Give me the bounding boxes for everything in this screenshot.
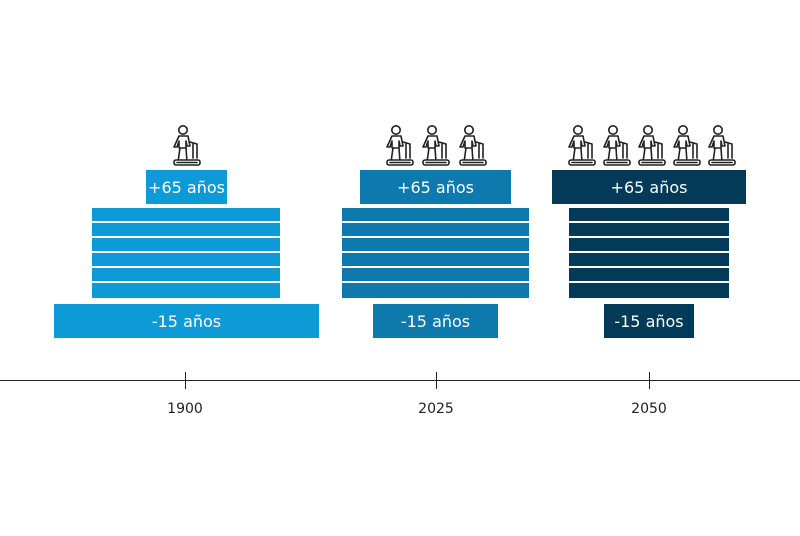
adult-bar <box>569 268 729 281</box>
elderly-person-icon <box>379 124 417 174</box>
elderly-person-icon <box>666 124 704 174</box>
young-band: -15 años <box>373 304 498 338</box>
adult-bar <box>92 223 280 236</box>
elderly-person-icon <box>415 124 453 174</box>
adult-bar <box>342 208 529 221</box>
timeline-tick <box>436 372 437 389</box>
adult-bar <box>569 253 729 266</box>
elderly-person-icon <box>631 124 669 174</box>
elderly-band: +65 años <box>146 170 227 204</box>
adult-bar <box>342 253 529 266</box>
elderly-person-icon <box>166 124 204 174</box>
adult-bar <box>569 238 729 251</box>
adult-bar <box>92 283 280 298</box>
adult-bar <box>92 253 280 266</box>
elderly-person-icon <box>596 124 634 174</box>
young-band: -15 años <box>54 304 319 338</box>
year-label: 2025 <box>418 401 454 417</box>
timeline-tick <box>185 372 186 389</box>
year-label: 2050 <box>631 401 667 417</box>
timeline-tick <box>649 372 650 389</box>
elderly-person-icon <box>561 124 599 174</box>
adult-bar <box>569 223 729 236</box>
adult-bar <box>92 208 280 221</box>
adult-bar <box>92 238 280 251</box>
adult-bar <box>569 208 729 221</box>
adult-bar <box>342 223 529 236</box>
elderly-band: +65 años <box>552 170 746 204</box>
adult-bar <box>92 268 280 281</box>
elderly-person-icon <box>452 124 490 174</box>
adult-bar <box>569 283 729 298</box>
year-label: 1900 <box>167 401 203 417</box>
timeline-axis <box>0 380 800 381</box>
elderly-band: +65 años <box>360 170 511 204</box>
adult-bar <box>342 238 529 251</box>
adult-bar <box>342 268 529 281</box>
young-band: -15 años <box>604 304 694 338</box>
elderly-person-icon <box>701 124 739 174</box>
adult-bar <box>342 283 529 298</box>
